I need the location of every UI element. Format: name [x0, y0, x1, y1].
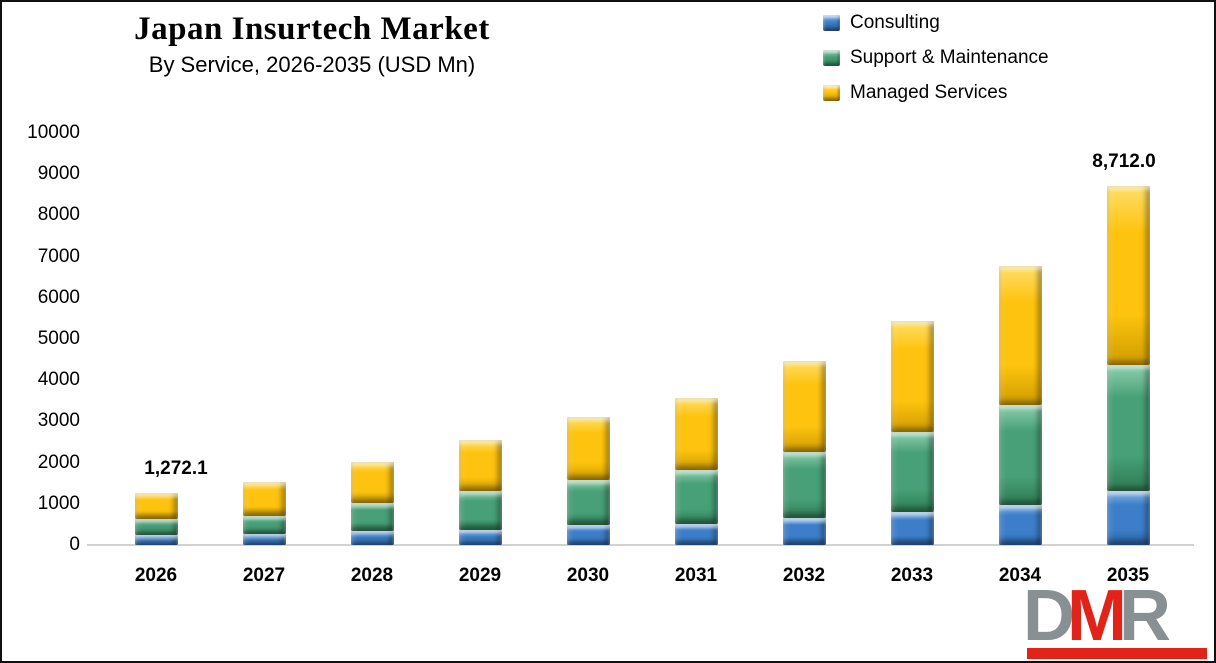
- bar-segment-managed-services: [1106, 186, 1150, 365]
- bar-segment-consulting: [134, 535, 178, 545]
- legend-label: Managed Services: [850, 82, 1008, 103]
- legend-swatch-consulting-icon: [823, 15, 840, 31]
- y-tick-label: 8000: [37, 204, 80, 226]
- bar-segment-support-maintenance: [566, 480, 610, 525]
- bar-segment-managed-services: [674, 398, 718, 471]
- legend-swatch-support-maintenance-icon: [823, 50, 840, 66]
- bar-segment-support-maintenance: [458, 491, 502, 530]
- x-tick-label: 2027: [242, 565, 286, 586]
- bar-segment-consulting: [458, 529, 502, 545]
- y-tick-label: 2000: [37, 451, 80, 473]
- chart-subtitle: By Service, 2026-2035 (USD Mn): [148, 52, 476, 77]
- bar-segment-consulting: [350, 530, 394, 545]
- x-tick-label: 2028: [350, 565, 394, 586]
- logo-letter: D: [1023, 576, 1075, 656]
- x-tick-label: 2029: [458, 565, 502, 586]
- legend-item-support-maintenance: Support & Maintenance: [823, 47, 1049, 69]
- bar-segment-support-maintenance: [242, 515, 286, 535]
- bar-segment-consulting: [998, 504, 1042, 545]
- bar-segment-consulting: [674, 524, 718, 545]
- legend-swatch-managed-services-icon: [823, 85, 840, 101]
- y-tick-label: 0: [69, 534, 80, 555]
- legend-item-consulting: Consulting: [823, 12, 1049, 34]
- bar-segment-consulting: [1106, 491, 1150, 545]
- bar-segment-managed-services: [890, 321, 934, 432]
- data-label: 8,712.0: [1092, 151, 1156, 173]
- dmr-logo-underline: [1027, 648, 1207, 659]
- y-tick-label: 6000: [37, 286, 80, 308]
- chart-header: Japan Insurtech Market By Service, 2026-…: [62, 10, 562, 78]
- y-tick-label: 1000: [37, 492, 80, 514]
- legend: Consulting Support & Maintenance Managed…: [823, 12, 1049, 104]
- bar-segment-consulting: [782, 518, 826, 545]
- x-tick-label: 2026: [134, 565, 178, 586]
- legend-label: Support & Maintenance: [850, 47, 1049, 68]
- x-tick-label: 2031: [674, 565, 718, 586]
- bar-segment-managed-services: [242, 482, 286, 516]
- chart-title: Japan Insurtech Market: [134, 11, 490, 47]
- y-tick-label: 9000: [37, 163, 80, 185]
- y-tick-label: 7000: [37, 245, 80, 267]
- bar-segment-support-maintenance: [350, 502, 394, 531]
- logo-letter: M: [1067, 576, 1127, 656]
- y-tick-label: 5000: [37, 328, 80, 349]
- bar-segment-consulting: [890, 511, 934, 545]
- legend-label: Consulting: [850, 12, 940, 33]
- logo-letter: R: [1118, 576, 1171, 656]
- x-tick-label: 2032: [782, 565, 826, 586]
- bar-segment-support-maintenance: [890, 431, 934, 512]
- x-tick-label: 2033: [890, 565, 934, 586]
- bar-segment-support-maintenance: [1106, 364, 1150, 492]
- legend-item-managed-services: Managed Services: [823, 82, 1049, 104]
- bar-segment-managed-services: [350, 462, 394, 503]
- bar-segment-consulting: [242, 534, 286, 545]
- data-label: 1,272.1: [144, 457, 208, 479]
- y-tick-label: 10000: [27, 122, 80, 143]
- bar-segment-consulting: [566, 525, 610, 545]
- bar-segment-support-maintenance: [998, 405, 1042, 505]
- y-tick-label: 4000: [37, 369, 80, 391]
- bar-segment-support-maintenance: [674, 470, 718, 525]
- dmr-logo: DMR: [1021, 580, 1213, 661]
- bar-segment-managed-services: [566, 417, 610, 481]
- x-tick-label: 2030: [566, 565, 610, 586]
- x-tick-label: 2035: [1106, 565, 1150, 586]
- bar-segment-managed-services: [782, 360, 826, 452]
- bar-segment-managed-services: [998, 266, 1042, 406]
- bar-segment-managed-services: [134, 492, 178, 519]
- bar-segment-support-maintenance: [782, 451, 826, 519]
- bar-segment-support-maintenance: [134, 518, 178, 536]
- y-tick-label: 3000: [37, 410, 80, 432]
- bar-segment-managed-services: [458, 439, 502, 491]
- x-axis-line: [87, 544, 1194, 546]
- dmr-logo-letters: DMR: [1023, 580, 1171, 652]
- x-tick-label: 2034: [998, 565, 1042, 586]
